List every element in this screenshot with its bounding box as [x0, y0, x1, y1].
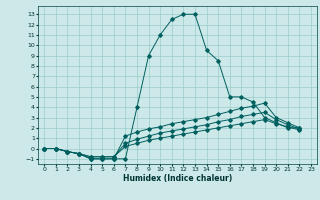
X-axis label: Humidex (Indice chaleur): Humidex (Indice chaleur) [123, 174, 232, 183]
